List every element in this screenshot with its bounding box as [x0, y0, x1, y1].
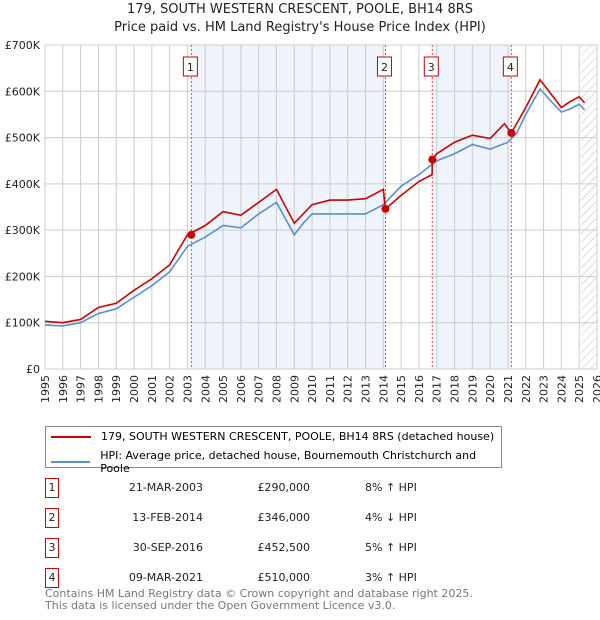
sale-marker-label: 1	[187, 61, 194, 74]
x-tick-label: 2005	[217, 375, 230, 403]
legend-swatch-property	[51, 435, 91, 438]
x-tick-label: 2022	[520, 375, 533, 403]
legend: 179, SOUTH WESTERN CRESCENT, POOLE, BH14…	[45, 426, 502, 475]
x-tick-label: 2019	[466, 375, 479, 403]
sale-date: 13-FEB-2014	[132, 511, 203, 524]
x-tick-label: 2004	[199, 375, 212, 403]
sale-point	[187, 230, 196, 239]
x-tick-label: 2020	[484, 375, 497, 403]
x-tick-label: 2001	[146, 375, 159, 403]
x-tick-label: 2017	[431, 375, 444, 403]
sale-row: 3 30-SEP-2016 £452,500 5% ↑ HPI	[45, 538, 545, 558]
shaded-period	[191, 45, 386, 369]
sale-point	[428, 155, 437, 164]
x-tick-label: 1995	[39, 375, 52, 403]
x-tick-label: 2007	[253, 375, 266, 403]
x-tick-label: 2002	[164, 375, 177, 403]
legend-swatch-hpi	[51, 461, 91, 463]
sale-number: 3	[45, 538, 59, 558]
sale-number: 1	[45, 478, 59, 498]
x-tick-label: 2009	[288, 375, 301, 403]
x-tick-label: 2014	[377, 375, 390, 403]
plot-area: 1995 1996 1997 1998 1999 2000 2001 2002 2003 2004…	[5, 39, 600, 403]
x-tick-label: 2026	[591, 375, 600, 403]
y-tick-label: £200K	[5, 270, 41, 283]
x-tick-label: 2021	[502, 375, 515, 403]
x-tick-label: 1999	[110, 375, 123, 403]
shaded-period	[432, 45, 512, 369]
x-tick-label: 2025	[573, 375, 586, 403]
y-tick-label: £400K	[5, 178, 41, 191]
x-tick-label: 2024	[555, 375, 568, 403]
sale-marker-box	[502, 56, 518, 77]
sale-row: 4 09-MAR-2021 £510,000 3% ↑ HPI	[45, 568, 545, 588]
sale-marker-label: 2	[381, 61, 388, 74]
y-tick-label: £700K	[5, 39, 41, 52]
x-tick-label: 2010	[306, 375, 319, 403]
footer: Contains HM Land Registry data © Crown c…	[45, 588, 473, 612]
sale-marker-box	[376, 56, 392, 77]
sale-price: £510,000	[257, 571, 311, 584]
footer-line-2: This data is licensed under the Open Gov…	[45, 599, 396, 612]
x-tick-label: 2013	[360, 375, 373, 403]
sale-price: £290,000	[257, 481, 311, 494]
y-tick-label: £100K	[5, 317, 41, 330]
footer-line-1: Contains HM Land Registry data © Crown c…	[45, 587, 473, 600]
sale-hpi-diff: 8% ↑ HPI	[365, 481, 417, 494]
sale-marker-box	[423, 56, 439, 77]
sale-marker-label: 3	[428, 61, 435, 74]
x-tick-label: 2012	[342, 375, 355, 403]
sale-date: 09-MAR-2021	[128, 571, 203, 584]
sale-point	[507, 128, 516, 137]
x-tick-label: 1997	[75, 375, 88, 403]
x-tick-label: 1998	[92, 375, 105, 403]
x-tick-label: 2000	[128, 375, 141, 403]
y-tick-label: £600K	[5, 85, 41, 98]
x-tick-label: 2003	[181, 375, 194, 403]
y-tick-label: £300K	[5, 224, 41, 237]
sale-date: 21-MAR-2003	[128, 481, 203, 494]
x-tick-label: 2018	[449, 375, 462, 403]
sale-marker-label: 4	[507, 61, 514, 74]
sale-marker-box	[182, 56, 198, 77]
sale-date: 30-SEP-2016	[132, 541, 203, 554]
sale-hpi-diff: 3% ↑ HPI	[365, 571, 417, 584]
sale-row: 2 13-FEB-2014 £346,000 4% ↓ HPI	[45, 508, 545, 528]
sale-hpi-diff: 4% ↓ HPI	[365, 511, 417, 524]
y-tick-label: £0	[26, 363, 40, 376]
sale-number: 2	[45, 508, 59, 528]
chart-subtitle: Price paid vs. HM Land Registry's House …	[114, 20, 486, 35]
sale-point	[381, 204, 390, 213]
plot-frame	[44, 44, 598, 370]
x-tick-label: 2015	[395, 375, 408, 403]
x-tick-label: 2016	[413, 375, 426, 403]
legend-label-hpi: HPI: Average price, detached house, Bour…	[100, 449, 477, 475]
property-price-line	[44, 78, 586, 324]
sale-price: £452,500	[257, 541, 311, 554]
legend-label-property: 179, SOUTH WESTERN CRESCENT, POOLE, BH14…	[101, 430, 495, 443]
x-tick-label: 2023	[538, 375, 551, 403]
sale-row: 1 21-MAR-2003 £290,000 8% ↑ HPI	[45, 478, 545, 498]
sale-number: 4	[45, 568, 59, 588]
forecast-hatch	[580, 45, 597, 369]
sale-price: £346,000	[257, 511, 311, 524]
sale-hpi-diff: 5% ↑ HPI	[365, 541, 417, 554]
x-tick-label: 2011	[324, 375, 337, 403]
x-tick-label: 1996	[57, 375, 70, 403]
hpi-line	[44, 87, 586, 327]
x-tick-label: 2006	[235, 375, 248, 403]
y-tick-label: £500K	[5, 132, 41, 145]
x-tick-label: 2008	[270, 375, 283, 403]
chart-title: 179, SOUTH WESTERN CRESCENT, POOLE, BH14…	[126, 2, 474, 17]
